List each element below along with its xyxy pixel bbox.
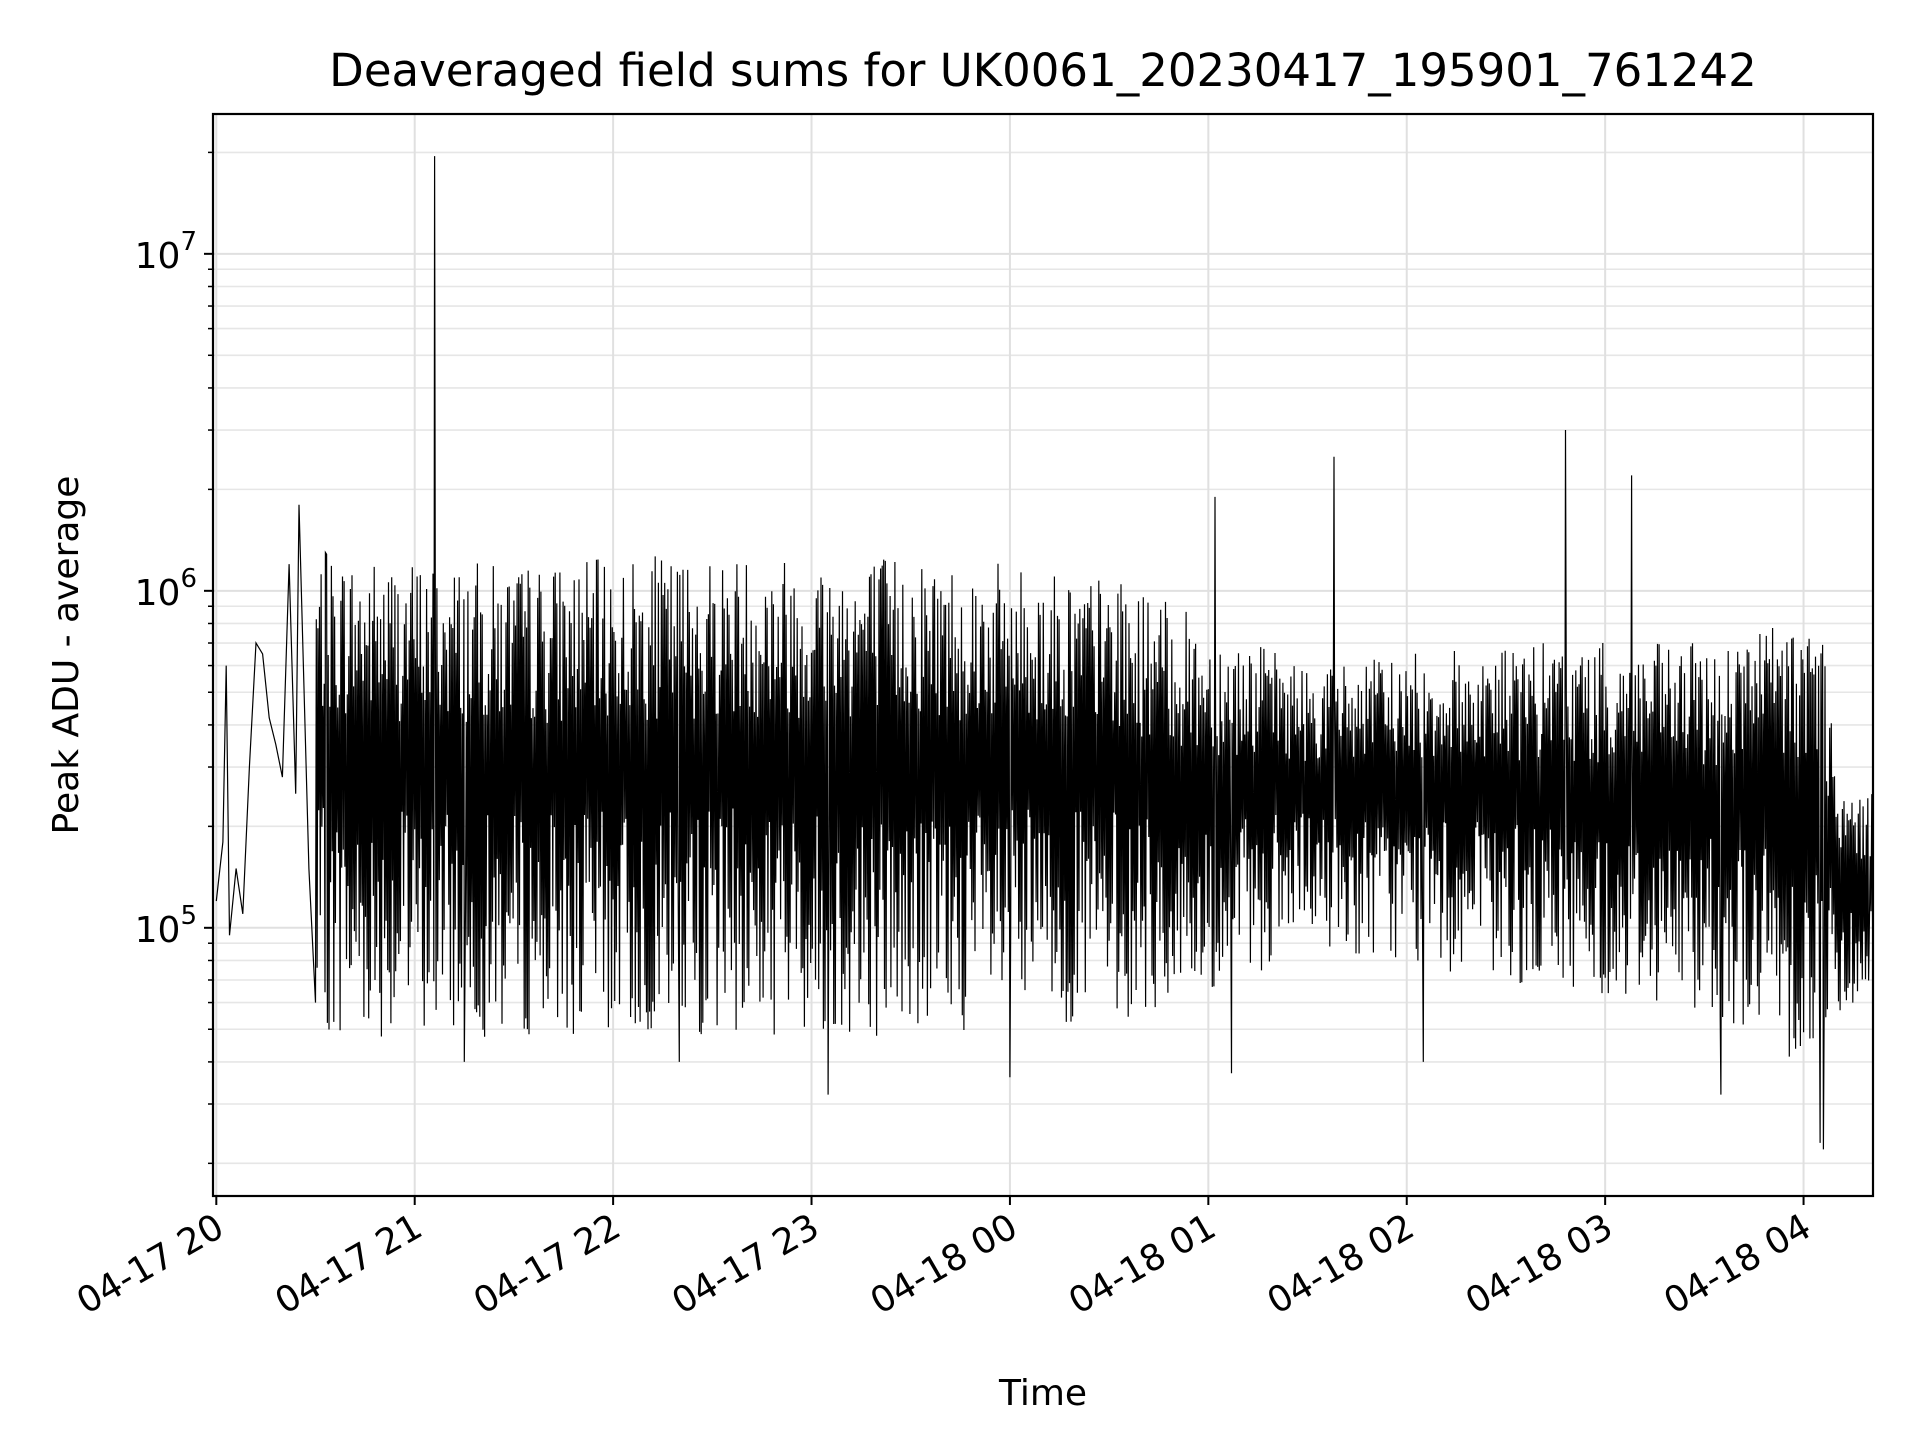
y-axis-label: Peak ADU - average	[46, 476, 87, 835]
x-tick-label: 04-18 03	[1459, 1206, 1620, 1322]
y-tick-label: 105	[135, 901, 197, 951]
y-tick-label: 107	[135, 227, 197, 277]
x-tick-label: 04-18 04	[1657, 1206, 1818, 1322]
y-tick-label: 106	[135, 564, 197, 614]
y-axis: 105 106 107	[135, 151, 213, 1165]
x-axis-label: Time	[998, 1373, 1087, 1414]
x-tick-label: 04-18 00	[864, 1206, 1025, 1322]
x-tick-label: 04-17 23	[665, 1206, 826, 1322]
x-tick-label: 04-17 22	[467, 1206, 628, 1322]
series-line	[215, 156, 1874, 1150]
x-tick-label: 04-18 01	[1062, 1206, 1223, 1322]
x-tick-label: 04-17 20	[70, 1206, 231, 1322]
chart-title: Deaveraged field sums for UK0061_2023041…	[329, 44, 1757, 97]
x-tick-label: 04-18 02	[1261, 1206, 1422, 1322]
plot-frame	[211, 112, 1875, 1198]
x-tick-label: 04-17 21	[269, 1206, 430, 1322]
plot-area	[215, 156, 1874, 1150]
x-axis: 04-17 20 04-17 21 04-17 22 04-17 23 04-18 00…	[70, 1196, 1818, 1323]
